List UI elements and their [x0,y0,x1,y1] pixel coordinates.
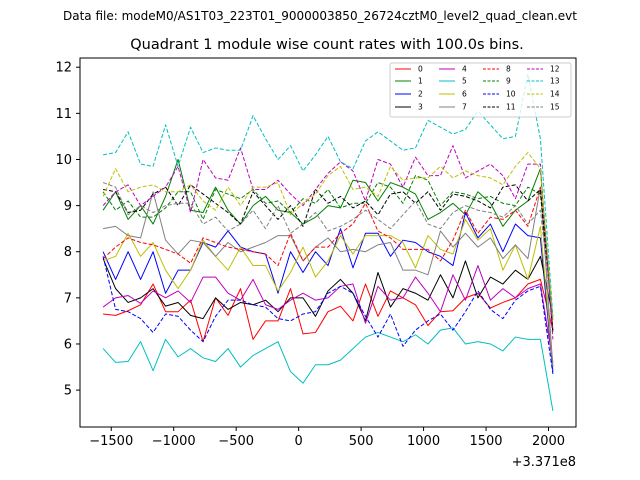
y-tick-label: 5 [64,384,72,399]
x-tick-label: 1500 [469,434,502,449]
series-line-11 [103,184,554,333]
legend-label-3: 3 [418,103,423,112]
y-tick-label: 10 [55,153,72,168]
series-line-15 [102,182,554,321]
series-line-4 [102,265,554,363]
y-tick-label: 11 [55,107,72,122]
legend-label-1: 1 [418,77,423,86]
legend-label-11: 11 [506,103,516,112]
chart-title: Quadrant 1 module wise count rates with … [130,37,524,53]
series-line-10 [102,256,554,375]
y-tick-label: 6 [64,337,72,352]
legend-label-15: 15 [550,103,560,112]
legend-label-0: 0 [418,65,423,74]
legend-label-4: 4 [462,65,467,74]
x-tick-label: −1000 [152,434,196,449]
y-tick-label: 8 [64,245,72,260]
x-tick-label: 0 [294,434,302,449]
legend-label-2: 2 [418,90,423,99]
series-line-1 [102,158,554,331]
series-line-2 [102,212,554,372]
series-layer [102,73,554,411]
y-tick-label: 12 [55,61,72,76]
x-offset-label: +3.371e8 [512,455,576,470]
series-line-5 [102,327,554,411]
legend-label-9: 9 [506,77,511,86]
y-tick-label: 7 [64,291,72,306]
series-line-3 [102,255,554,322]
series-line-0 [103,278,554,343]
y-axis: 5 6 7 8 9 10 11 12 [55,61,80,399]
plot-area [79,57,577,428]
legend-label-6: 6 [462,90,467,99]
suptitle: Data file: modeM0/AS1T03_223T01_90000038… [63,9,577,23]
y-tick-label: 9 [64,199,72,214]
series-line-13 [103,73,554,317]
series-line-12 [102,145,554,340]
legend-frame [389,62,572,118]
x-tick-label: −1500 [89,434,133,449]
legend-label-5: 5 [462,77,467,86]
series-line-14 [102,152,554,319]
x-axis: −1500 −1000 −500 0 500 1000 1500 2000 [89,427,565,449]
series-line-6 [102,218,554,368]
x-tick-label: −500 [218,434,254,449]
legend-label-14: 14 [550,90,560,99]
x-tick-label: 2000 [532,434,565,449]
legend-label-12: 12 [550,65,560,74]
legend-label-7: 7 [462,103,467,112]
axes-frame [79,57,577,428]
legend-label-13: 13 [550,77,560,86]
x-tick-label: 1000 [407,434,440,449]
legend-label-8: 8 [506,65,511,74]
x-tick-label: 500 [349,434,374,449]
legend-label-10: 10 [506,90,516,99]
series-line-8 [102,186,554,331]
